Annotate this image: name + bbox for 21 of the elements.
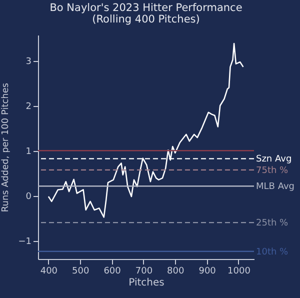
y-axis-title: Runs Added, per 100 Pitches	[1, 82, 12, 212]
x-tick-label: 400	[40, 266, 58, 276]
ref-line-label: 25th %	[256, 218, 289, 229]
chart-subtitle: (Rolling 400 Pitches)	[92, 14, 200, 26]
x-tick-label: 600	[104, 266, 122, 276]
x-axis-title: Pitches	[128, 278, 164, 288]
ref-line-label: MLB Avg	[256, 182, 294, 192]
ref-line-label: Szn Avg	[256, 154, 292, 165]
x-tick-label: 900	[198, 266, 216, 276]
y-tick-label: 2	[26, 102, 32, 112]
x-tick-label: 1000	[228, 266, 251, 276]
x-tick-label: 500	[72, 266, 90, 276]
y-tick-label: 0	[26, 192, 32, 202]
ref-line-label: 75th %	[256, 166, 289, 176]
chart-title: Bo Naylor's 2023 Hitter Performance	[50, 2, 242, 14]
ref-line-label: 10th %	[256, 247, 289, 258]
y-tick-label: 1	[26, 147, 32, 158]
y-tick-label: 3	[26, 57, 32, 68]
x-tick-label: 800	[167, 266, 184, 276]
y-tick-label: −1	[18, 237, 32, 248]
x-tick-label: 700	[135, 266, 153, 276]
